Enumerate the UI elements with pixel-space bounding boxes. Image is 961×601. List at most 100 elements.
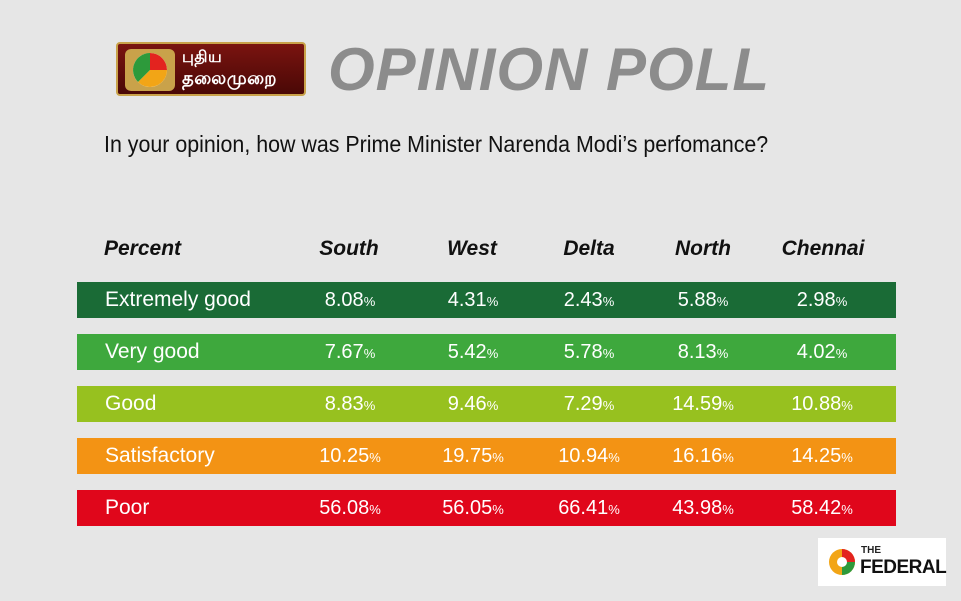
value-number: 56.08: [319, 497, 370, 519]
value-number: 56.05: [442, 497, 493, 519]
value-cell: 10.25%: [319, 438, 381, 476]
value-number: 58.42: [791, 497, 842, 519]
percent-sign: %: [716, 294, 729, 309]
value-cell: 5.42%: [448, 334, 499, 372]
value-cell: 10.94%: [558, 438, 620, 476]
value-number: 8.83: [324, 393, 364, 415]
value-number: 16.16: [672, 445, 723, 467]
value-cell: 10.88%: [791, 386, 853, 424]
value-cell: 43.98%: [672, 490, 734, 528]
value-number: 5.78: [563, 341, 603, 363]
value-cell: 56.05%: [442, 490, 504, 528]
value-number: 8.08: [324, 289, 364, 311]
percent-sign: %: [835, 346, 848, 361]
row-label: Poor: [105, 496, 150, 519]
value-cell: 66.41%: [558, 490, 620, 528]
value-number: 10.88: [791, 393, 842, 415]
value-number: 19.75: [442, 445, 493, 467]
percent-sign: %: [363, 294, 376, 309]
logo-emblem-icon: [125, 49, 175, 91]
header-west: West: [447, 237, 497, 260]
row-label: Good: [105, 392, 157, 415]
the-federal-logo: THE FEDERAL: [818, 538, 947, 586]
value-cell: 7.67%: [325, 334, 376, 372]
federal-name-text: FEDERAL: [860, 557, 947, 578]
percent-sign: %: [716, 346, 729, 361]
percent-sign: %: [486, 294, 499, 309]
logo-text-line1: புதிய: [182, 47, 223, 66]
header-north: North: [675, 237, 731, 260]
value-cell: 2.98%: [797, 282, 848, 320]
header-south: South: [319, 237, 379, 260]
question-text: In your opinion, how was Prime Minister …: [104, 131, 769, 157]
percent-sign: %: [608, 502, 620, 517]
table-row: Very good 7.67% 5.42% 5.78% 8.13% 4.02%: [77, 334, 896, 370]
value-number: 4.02: [796, 341, 836, 363]
header-delta: Delta: [563, 237, 615, 260]
value-cell: 4.31%: [448, 282, 499, 320]
percent-sign: %: [369, 450, 381, 465]
percent-sign: %: [722, 398, 734, 413]
percent-sign: %: [841, 502, 853, 517]
value-number: 14.59: [672, 393, 723, 415]
value-number: 2.98: [796, 289, 836, 311]
value-number: 5.88: [677, 289, 717, 311]
row-label: Satisfactory: [105, 444, 215, 467]
percent-sign: %: [363, 398, 376, 413]
value-number: 4.31: [447, 289, 487, 311]
value-number: 7.29: [563, 393, 603, 415]
value-cell: 5.88%: [678, 282, 729, 320]
percent-sign: %: [363, 346, 376, 361]
value-cell: 8.08%: [325, 282, 376, 320]
percent-sign: %: [722, 450, 734, 465]
value-number: 9.46: [447, 393, 487, 415]
row-label: Very good: [105, 340, 200, 363]
percent-sign: %: [369, 502, 381, 517]
percent-sign: %: [841, 398, 853, 413]
value-cell: 14.59%: [672, 386, 734, 424]
federal-the-text: THE: [861, 545, 881, 556]
table-row: Extremely good 8.08% 4.31% 2.43% 5.88% 2.98%: [77, 282, 896, 318]
federal-logo-icon: [829, 549, 855, 575]
value-cell: 56.08%: [319, 490, 381, 528]
value-cell: 19.75%: [442, 438, 504, 476]
value-number: 5.42: [447, 341, 487, 363]
value-cell: 2.43%: [564, 282, 615, 320]
value-cell: 7.29%: [564, 386, 615, 424]
value-cell: 9.46%: [448, 386, 499, 424]
percent-sign: %: [492, 502, 504, 517]
value-number: 7.67: [324, 341, 364, 363]
percent-sign: %: [602, 398, 615, 413]
value-number: 10.94: [558, 445, 609, 467]
header-chennai: Chennai: [781, 237, 865, 260]
value-cell: 58.42%: [791, 490, 853, 528]
percent-sign: %: [602, 294, 615, 309]
header-percent: Percent: [104, 237, 182, 260]
value-number: 66.41: [558, 497, 609, 519]
value-number: 14.25: [791, 445, 842, 467]
row-label: Extremely good: [105, 288, 251, 311]
percent-sign: %: [486, 346, 499, 361]
percent-sign: %: [602, 346, 615, 361]
value-cell: 8.83%: [325, 386, 376, 424]
table-row: Satisfactory 10.25% 19.75% 10.94% 16.16% 14.2…: [77, 438, 896, 474]
percent-sign: %: [608, 450, 620, 465]
value-number: 8.13: [677, 341, 717, 363]
percent-sign: %: [492, 450, 504, 465]
table-row: Poor 56.08% 56.05% 66.41% 43.98% 58.42%: [77, 490, 896, 526]
value-number: 10.25: [319, 445, 370, 467]
value-cell: 4.02%: [797, 334, 848, 372]
table-row: Good 8.83% 9.46% 7.29% 14.59% 10.88%: [77, 386, 896, 422]
percent-sign: %: [722, 502, 734, 517]
value-cell: 5.78%: [564, 334, 615, 372]
percent-sign: %: [835, 294, 848, 309]
value-cell: 8.13%: [678, 334, 729, 372]
value-cell: 14.25%: [791, 438, 853, 476]
logo-text-line2: தலைமுறை: [182, 68, 277, 89]
poll-title: OPINION POLL: [328, 36, 771, 103]
value-number: 2.43: [563, 289, 603, 311]
value-number: 43.98: [672, 497, 723, 519]
value-cell: 16.16%: [672, 438, 734, 476]
puthiya-thalaimurai-logo: புதிய தலைமுறை: [116, 42, 306, 96]
percent-sign: %: [486, 398, 499, 413]
